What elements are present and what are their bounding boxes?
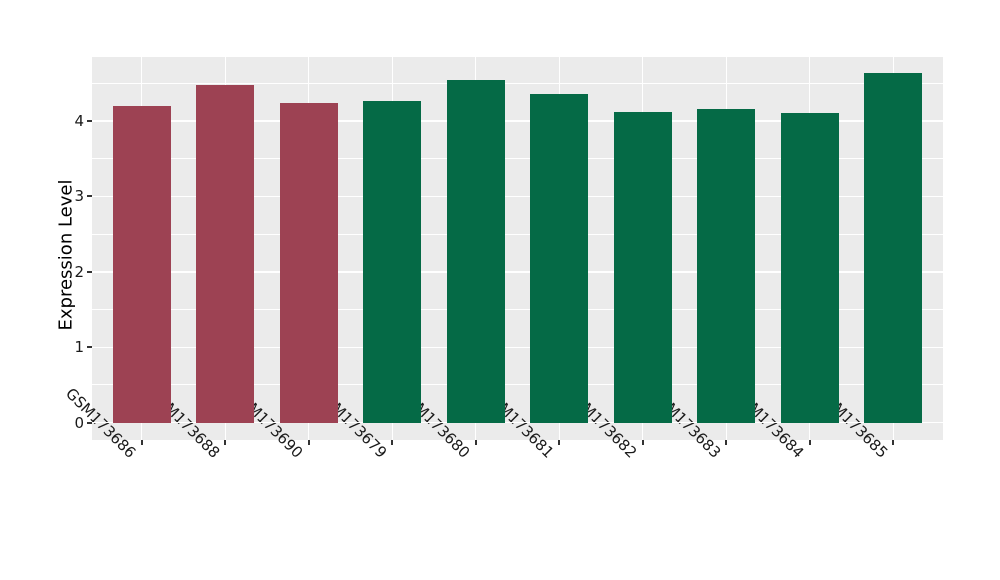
gridline-horizontal (92, 195, 943, 198)
gridline-horizontal (92, 421, 943, 424)
bar-GSM173690 (279, 102, 338, 423)
x-tick-mark (641, 440, 644, 445)
bar-GSM173686 (112, 106, 171, 423)
bar-GSM173680 (446, 80, 505, 423)
gridline-horizontal (92, 158, 943, 160)
bar-GSM173682 (613, 112, 672, 423)
y-tick-label: 3 (74, 187, 84, 206)
y-tick-mark (87, 421, 92, 424)
bar-GSM173681 (530, 93, 589, 423)
y-tick-mark (87, 346, 92, 349)
x-tick-mark (140, 440, 143, 445)
y-tick-mark (87, 195, 92, 198)
x-tick-mark (474, 440, 477, 445)
gridline-horizontal (92, 309, 943, 311)
y-tick-label: 0 (74, 413, 84, 432)
x-tick-mark (725, 440, 728, 445)
plot-area (92, 57, 943, 440)
x-tick-mark (892, 440, 895, 445)
x-tick-mark (307, 440, 310, 445)
bar-GSM173684 (780, 112, 839, 423)
bar-GSM173679 (363, 101, 422, 423)
gridline-horizontal (92, 82, 943, 84)
x-tick-mark (391, 440, 394, 445)
bar-GSM173685 (864, 72, 923, 423)
gridline-horizontal (92, 384, 943, 386)
y-tick-label: 1 (74, 338, 84, 357)
gridline-horizontal (92, 346, 943, 349)
x-tick-mark (558, 440, 561, 445)
y-tick-label: 2 (74, 262, 84, 281)
y-tick-mark (87, 270, 92, 273)
y-tick-mark (87, 120, 92, 123)
gridline-horizontal (92, 271, 943, 273)
x-tick-mark (808, 440, 811, 445)
gridline-horizontal (92, 233, 943, 235)
bar-GSM173683 (697, 109, 756, 423)
gridline-horizontal (92, 120, 943, 122)
bar-GSM173688 (196, 84, 255, 423)
y-tick-label: 4 (74, 112, 84, 131)
x-tick-mark (224, 440, 227, 445)
